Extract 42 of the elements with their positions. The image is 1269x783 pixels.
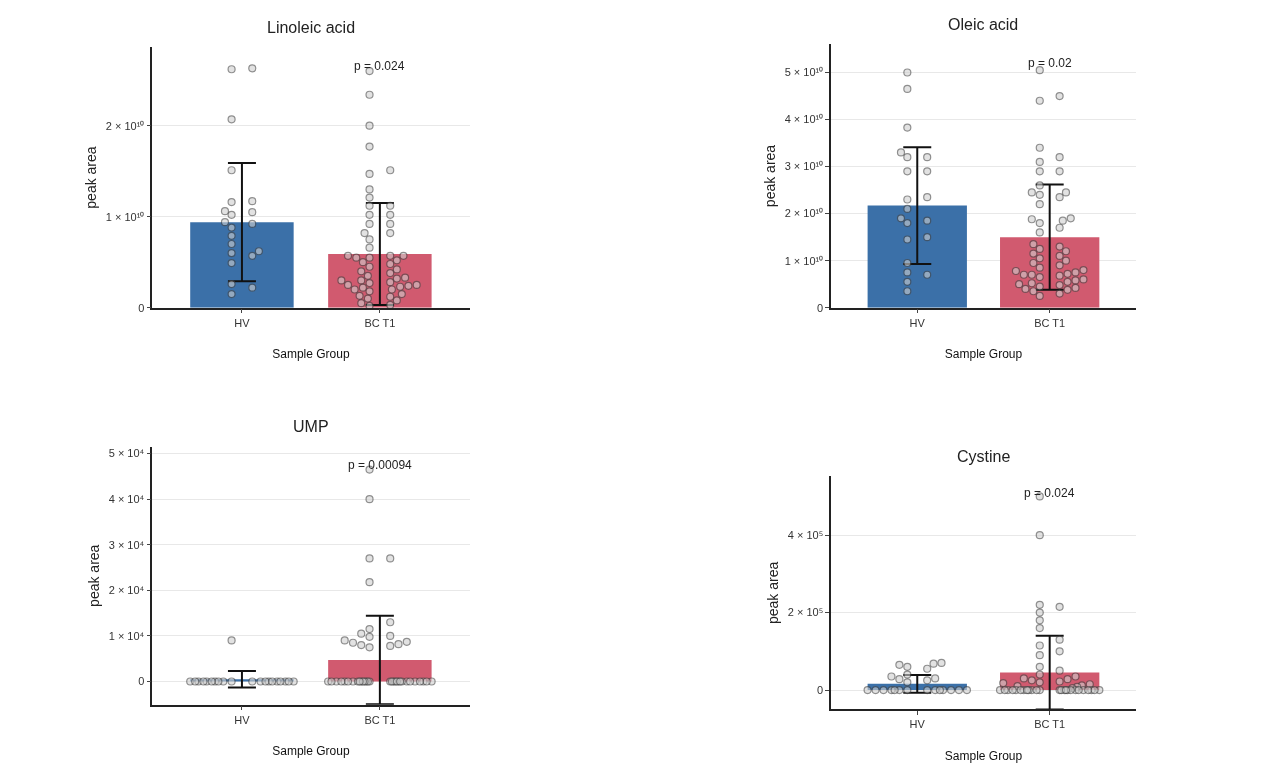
- chart-title: UMP: [293, 418, 329, 435]
- annotation: p = 0.024: [354, 59, 405, 73]
- y-tick-label: 2 × 10⁴: [108, 584, 145, 597]
- y-tick-label: 5 × 10⁴: [108, 447, 145, 460]
- x-tick-label: BC T1: [364, 713, 396, 726]
- annotation: p = 0.00094: [348, 458, 413, 472]
- chart-title: Linoleic acid: [267, 19, 356, 36]
- y-tick-label: 4 × 10⁴: [108, 493, 145, 506]
- x-tick-label: HV: [909, 718, 926, 731]
- y-axis-title: peak area: [764, 561, 781, 624]
- y-tick-label: 0: [817, 683, 824, 696]
- y-tick-label: 1 × 10¹⁰: [784, 254, 824, 267]
- y-tick-label: 5 × 10¹⁰: [784, 66, 824, 79]
- y-tick-label: 0: [817, 301, 824, 314]
- x-axis-title: Sample Group: [272, 744, 350, 759]
- y-tick-label: 4 × 10⁵: [787, 529, 824, 542]
- x-axis-title: Sample Group: [272, 347, 350, 362]
- x-tick-label: HV: [234, 316, 251, 329]
- x-axis-title: Sample Group: [944, 347, 1023, 362]
- x-tick-label: HV: [909, 316, 926, 329]
- y-tick-label: 2 × 10⁵: [787, 606, 824, 619]
- y-tick-label: 1 × 10⁴: [108, 629, 145, 642]
- y-tick-label: 2 × 10¹⁰: [784, 207, 824, 220]
- chart-title: Cystine: [957, 448, 1011, 465]
- y-tick-label: 2 × 10¹⁰: [105, 119, 145, 132]
- y-tick-label: 3 × 10⁴: [108, 538, 145, 551]
- y-tick-label: 3 × 10¹⁰: [784, 160, 824, 173]
- y-tick-label: 4 × 10¹⁰: [784, 113, 824, 126]
- x-axis-title: Sample Group: [944, 748, 1023, 763]
- y-axis-title: peak area: [85, 544, 102, 607]
- y-axis-title: peak area: [761, 144, 778, 208]
- y-tick-label: 0: [138, 301, 145, 314]
- annotation: p = 0.02: [1028, 56, 1073, 70]
- y-axis-title: peak area: [82, 146, 99, 209]
- chart-title: Oleic acid: [948, 16, 1019, 33]
- x-tick-label: HV: [234, 713, 251, 726]
- annotation: p = 0.024: [1024, 486, 1075, 500]
- y-tick-label: 1 × 10¹⁰: [105, 210, 145, 223]
- x-tick-label: BC T1: [364, 316, 396, 329]
- x-tick-label: BC T1: [1034, 718, 1066, 731]
- y-tick-label: 0: [138, 675, 145, 688]
- x-tick-label: BC T1: [1034, 316, 1066, 329]
